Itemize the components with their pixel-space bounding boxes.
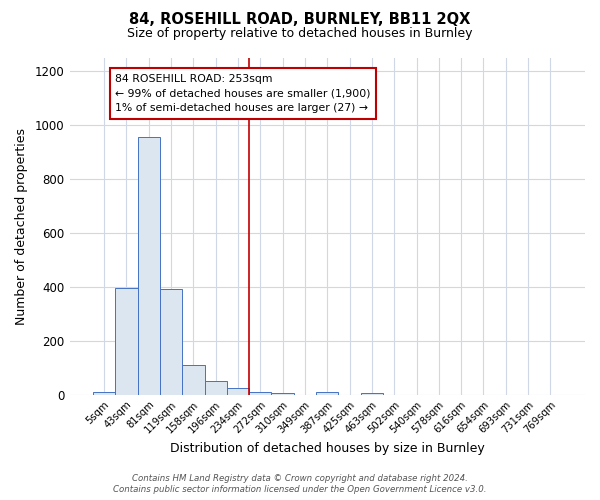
Y-axis label: Number of detached properties: Number of detached properties <box>15 128 28 324</box>
Bar <box>271 393 294 394</box>
Bar <box>316 392 338 394</box>
Bar <box>115 288 137 395</box>
Bar <box>205 381 227 394</box>
Text: Contains HM Land Registry data © Crown copyright and database right 2024.
Contai: Contains HM Land Registry data © Crown c… <box>113 474 487 494</box>
Bar <box>93 392 115 394</box>
Bar <box>160 290 182 395</box>
Bar <box>182 365 205 394</box>
X-axis label: Distribution of detached houses by size in Burnley: Distribution of detached houses by size … <box>170 442 485 455</box>
Text: 84, ROSEHILL ROAD, BURNLEY, BB11 2QX: 84, ROSEHILL ROAD, BURNLEY, BB11 2QX <box>130 12 470 28</box>
Text: 84 ROSEHILL ROAD: 253sqm
← 99% of detached houses are smaller (1,900)
1% of semi: 84 ROSEHILL ROAD: 253sqm ← 99% of detach… <box>115 74 371 114</box>
Text: Size of property relative to detached houses in Burnley: Size of property relative to detached ho… <box>127 28 473 40</box>
Bar <box>249 392 271 394</box>
Bar <box>361 393 383 394</box>
Bar <box>137 137 160 394</box>
Bar <box>227 388 249 394</box>
